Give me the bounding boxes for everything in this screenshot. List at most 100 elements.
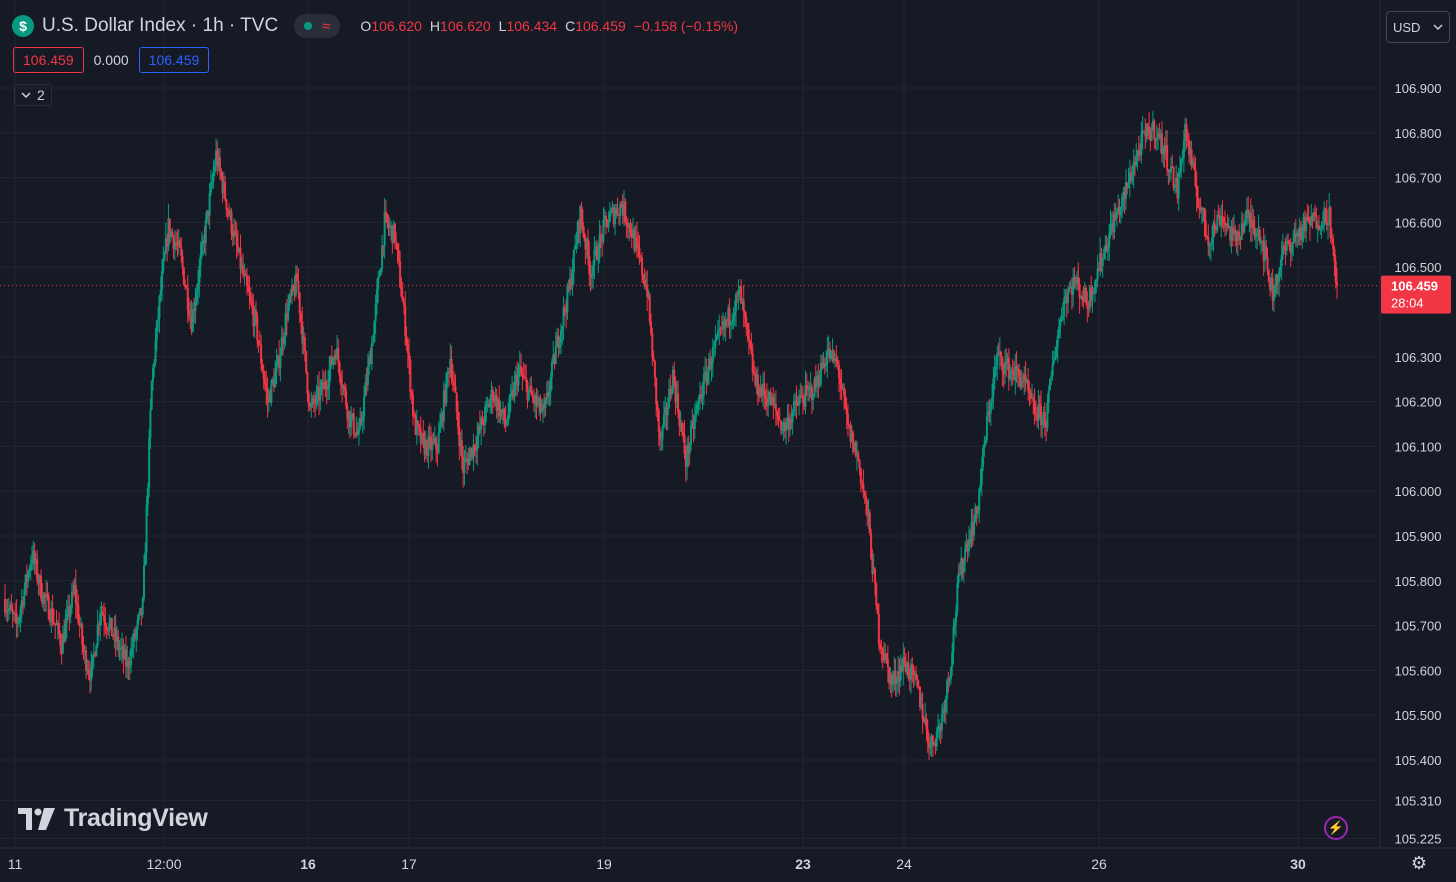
- gear-icon[interactable]: ⚙: [1410, 852, 1428, 873]
- candle-body: [686, 445, 689, 467]
- candle-body: [834, 357, 837, 362]
- candle-body: [1146, 124, 1149, 127]
- candle-body: [1321, 225, 1324, 228]
- indicators-toggle-button[interactable]: 2: [14, 84, 52, 106]
- candle-body: [1323, 208, 1326, 226]
- candle-body: [611, 207, 614, 211]
- candle-body: [45, 594, 48, 598]
- candle-body: [124, 649, 127, 667]
- candle-body: [287, 305, 290, 320]
- candle-body: [351, 413, 354, 417]
- candle-body: [1036, 415, 1039, 422]
- candle-body: [280, 338, 283, 356]
- candle-body: [97, 624, 100, 626]
- candle-body: [363, 396, 366, 418]
- candle-body: [565, 310, 568, 313]
- candle-body: [709, 358, 712, 370]
- candle-body: [985, 415, 988, 440]
- candle-body: [1090, 287, 1093, 301]
- candle-body: [109, 618, 112, 624]
- candle-body: [727, 308, 730, 321]
- candle-body: [599, 234, 602, 236]
- candle-body: [1115, 211, 1118, 219]
- candle-body: [446, 371, 449, 374]
- candle-body: [324, 381, 327, 389]
- candle-body: [925, 718, 928, 730]
- candle-body: [1173, 187, 1176, 189]
- candle-body: [547, 392, 550, 397]
- symbol-title[interactable]: U.S. Dollar Index · 1h · TVC: [42, 15, 279, 36]
- candle-body: [763, 383, 766, 396]
- candle-body: [51, 608, 54, 623]
- candle-body: [651, 333, 654, 358]
- candle-body: [1212, 223, 1215, 238]
- candle-body: [1172, 167, 1175, 188]
- candle-body: [293, 288, 296, 296]
- candle-body: [596, 246, 598, 260]
- candle-body: [689, 425, 692, 446]
- candle-body: [603, 216, 606, 220]
- candle-body: [193, 309, 196, 312]
- candle-body: [992, 378, 995, 398]
- candle-body: [284, 313, 287, 337]
- candle-body: [1100, 253, 1103, 266]
- candle-body: [1317, 225, 1320, 231]
- candle-body: [857, 453, 860, 461]
- candle-body: [112, 636, 115, 638]
- candle-body: [861, 483, 864, 485]
- candle-body: [702, 374, 705, 396]
- candle-body: [997, 353, 1000, 355]
- candle-body: [796, 405, 799, 407]
- candle-body: [1123, 192, 1126, 200]
- candle-body: [1249, 213, 1252, 228]
- candle-body: [1074, 281, 1077, 284]
- dollar-symbol-icon: $: [12, 15, 34, 37]
- market-status-pill[interactable]: ≈: [294, 14, 341, 38]
- candle-body: [893, 671, 896, 680]
- candle-body: [251, 301, 254, 308]
- candle-body: [738, 286, 741, 292]
- candle-body: [606, 219, 609, 228]
- candle-body: [405, 335, 408, 346]
- candle-body: [16, 622, 19, 624]
- candle-body: [52, 622, 55, 624]
- candle-body: [100, 612, 103, 614]
- candle-body: [1045, 426, 1048, 428]
- candle-body: [921, 704, 924, 720]
- candle-body: [554, 346, 557, 364]
- buy-price-button[interactable]: 106.459: [138, 47, 210, 73]
- candle-body: [1229, 226, 1232, 241]
- candle-body: [612, 207, 615, 225]
- tradingview-logo[interactable]: TradingView: [18, 804, 208, 833]
- candle-body: [180, 246, 183, 257]
- candle-body: [67, 606, 70, 614]
- candle-body: [397, 250, 400, 262]
- candle-body: [1306, 216, 1309, 218]
- candle-body: [799, 395, 802, 399]
- currency-select[interactable]: USD: [1386, 11, 1450, 43]
- candle-body: [545, 392, 548, 400]
- candle-body: [520, 366, 523, 374]
- candle-body: [1109, 224, 1112, 234]
- candle-body: [377, 277, 380, 290]
- bid-ask-row: 106.459 0.000 106.459: [13, 47, 210, 73]
- candle-body: [852, 432, 855, 452]
- time-tick-label: 17: [401, 856, 417, 872]
- lightning-icon[interactable]: ⚡: [1324, 816, 1348, 840]
- candle-body: [877, 613, 880, 644]
- candle-body: [1233, 229, 1236, 235]
- candle-body: [37, 579, 40, 583]
- candle-body: [920, 704, 923, 708]
- candle-body: [20, 600, 23, 610]
- last-price-label: 106.459 28:04: [1381, 275, 1451, 314]
- candle-body: [917, 686, 920, 688]
- candle-body: [566, 285, 569, 313]
- sell-price-button[interactable]: 106.459: [13, 47, 84, 73]
- candle-body: [276, 355, 279, 363]
- candle-body: [197, 283, 200, 291]
- price-tick-label: 105.600: [1395, 663, 1442, 678]
- candle-body: [825, 363, 828, 367]
- candle-body: [598, 234, 601, 259]
- candle-body: [388, 227, 391, 229]
